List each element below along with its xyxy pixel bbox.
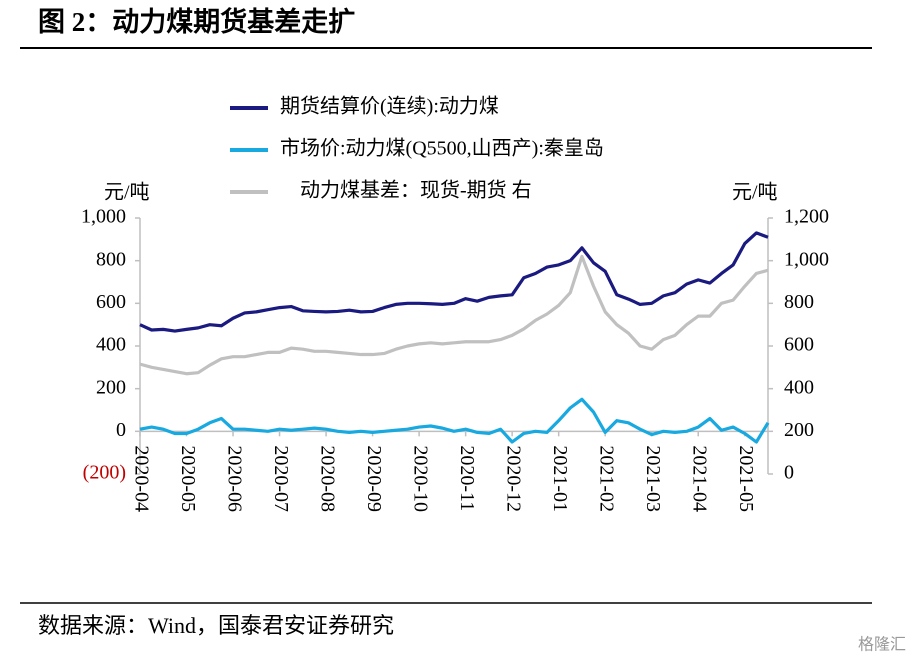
x-tick-label: 2020-11	[456, 445, 478, 511]
x-tick-label: 2021-01	[549, 445, 571, 512]
y-tick-label: 600	[96, 291, 126, 313]
chart-title: 图 2：动力煤期货基差走扩	[38, 6, 355, 37]
y-tick-label: 1,000	[81, 206, 126, 228]
y-tick-label: 800	[96, 248, 126, 270]
x-tick-label: 2021-02	[596, 445, 618, 512]
legend-label: 动力煤基差：现货-期货 右	[300, 179, 532, 202]
legend-label: 市场价:动力煤(Q5500,山西产):秦皇岛	[280, 137, 604, 160]
y2-tick-label: 0	[784, 462, 794, 484]
y2-tick-label: 800	[784, 291, 814, 313]
x-tick-label: 2020-10	[410, 445, 432, 512]
series-line	[139, 254, 769, 376]
series-line	[139, 397, 770, 444]
x-tick-label: 2020-06	[223, 445, 245, 512]
x-tick-label: 2020-08	[316, 445, 338, 512]
x-tick-label: 2021-03	[642, 445, 664, 512]
x-tick-label: 2020-04	[130, 445, 152, 512]
y2-tick-label: 200	[784, 419, 814, 441]
series-line	[139, 231, 769, 333]
x-tick-label: 2020-07	[270, 445, 292, 512]
y-tick-label: 400	[96, 334, 126, 356]
source: 数据来源：Wind，国泰君安证券研究	[38, 613, 394, 638]
y-tick-label: 0	[116, 419, 126, 441]
legend-label: 期货结算价(连续):动力煤	[280, 95, 499, 118]
watermark: 格隆汇	[858, 635, 906, 654]
x-tick-label: 2021-04	[689, 445, 711, 512]
y2-tick-label: 600	[784, 334, 814, 356]
y-tick-label: (200)	[83, 462, 126, 484]
y2-tick-label: 1,000	[784, 248, 829, 270]
y2-tick-label: 400	[784, 376, 814, 398]
x-tick-label: 2020-12	[503, 445, 525, 512]
x-tick-label: 2020-09	[363, 445, 385, 512]
y-axis-label: 元/吨	[104, 181, 150, 204]
x-tick-label: 2020-05	[177, 445, 199, 512]
y-tick-label: 200	[96, 376, 126, 398]
x-tick-label: 2021-05	[735, 445, 757, 512]
y2-tick-label: 1,200	[784, 206, 829, 228]
y2-axis-label: 元/吨	[732, 181, 778, 204]
